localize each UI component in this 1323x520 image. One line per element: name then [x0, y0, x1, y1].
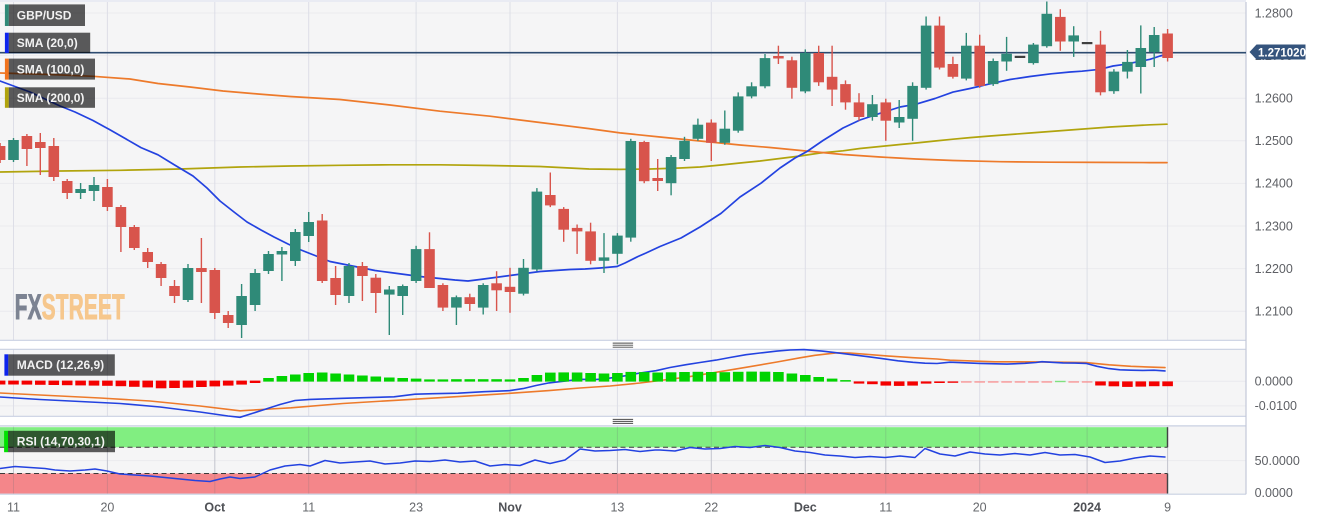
- svg-text:11: 11: [879, 501, 892, 515]
- svg-text:-0.0100: -0.0100: [1255, 399, 1297, 413]
- svg-text:2024: 2024: [1073, 501, 1101, 515]
- svg-text:11: 11: [7, 501, 20, 515]
- svg-text:1.2200: 1.2200: [1255, 262, 1293, 276]
- svg-text:Oct: Oct: [204, 501, 226, 515]
- svg-text:SMA (20,0): SMA (20,0): [17, 36, 78, 50]
- svg-text:50.0000: 50.0000: [1255, 454, 1300, 468]
- svg-text:22: 22: [704, 501, 718, 515]
- svg-text:GBP/USD: GBP/USD: [17, 8, 72, 22]
- svg-text:RSI (14,70,30,1): RSI (14,70,30,1): [17, 435, 105, 449]
- svg-text:Dec: Dec: [794, 501, 817, 515]
- svg-text:0.0000: 0.0000: [1255, 375, 1293, 389]
- svg-text:1.271020: 1.271020: [1258, 47, 1306, 59]
- svg-text:SMA (200,0): SMA (200,0): [17, 91, 85, 105]
- svg-text:1.2400: 1.2400: [1255, 177, 1293, 191]
- svg-text:13: 13: [610, 501, 624, 515]
- svg-text:1.2100: 1.2100: [1255, 305, 1293, 319]
- svg-text:MACD (12,26,9): MACD (12,26,9): [17, 358, 104, 372]
- svg-text:20: 20: [973, 501, 987, 515]
- svg-text:11: 11: [302, 501, 315, 515]
- svg-text:FXSTREET: FXSTREET: [15, 289, 125, 328]
- svg-text:0.0000: 0.0000: [1255, 486, 1293, 500]
- svg-text:1.2500: 1.2500: [1255, 134, 1293, 148]
- svg-text:SMA (100,0): SMA (100,0): [17, 62, 85, 76]
- svg-text:9: 9: [1164, 501, 1171, 515]
- svg-text:23: 23: [409, 501, 423, 515]
- svg-text:1.2300: 1.2300: [1255, 219, 1293, 233]
- svg-text:Nov: Nov: [498, 501, 522, 515]
- svg-text:20: 20: [100, 501, 114, 515]
- svg-text:1.2800: 1.2800: [1255, 6, 1293, 20]
- svg-text:1.2600: 1.2600: [1255, 92, 1293, 106]
